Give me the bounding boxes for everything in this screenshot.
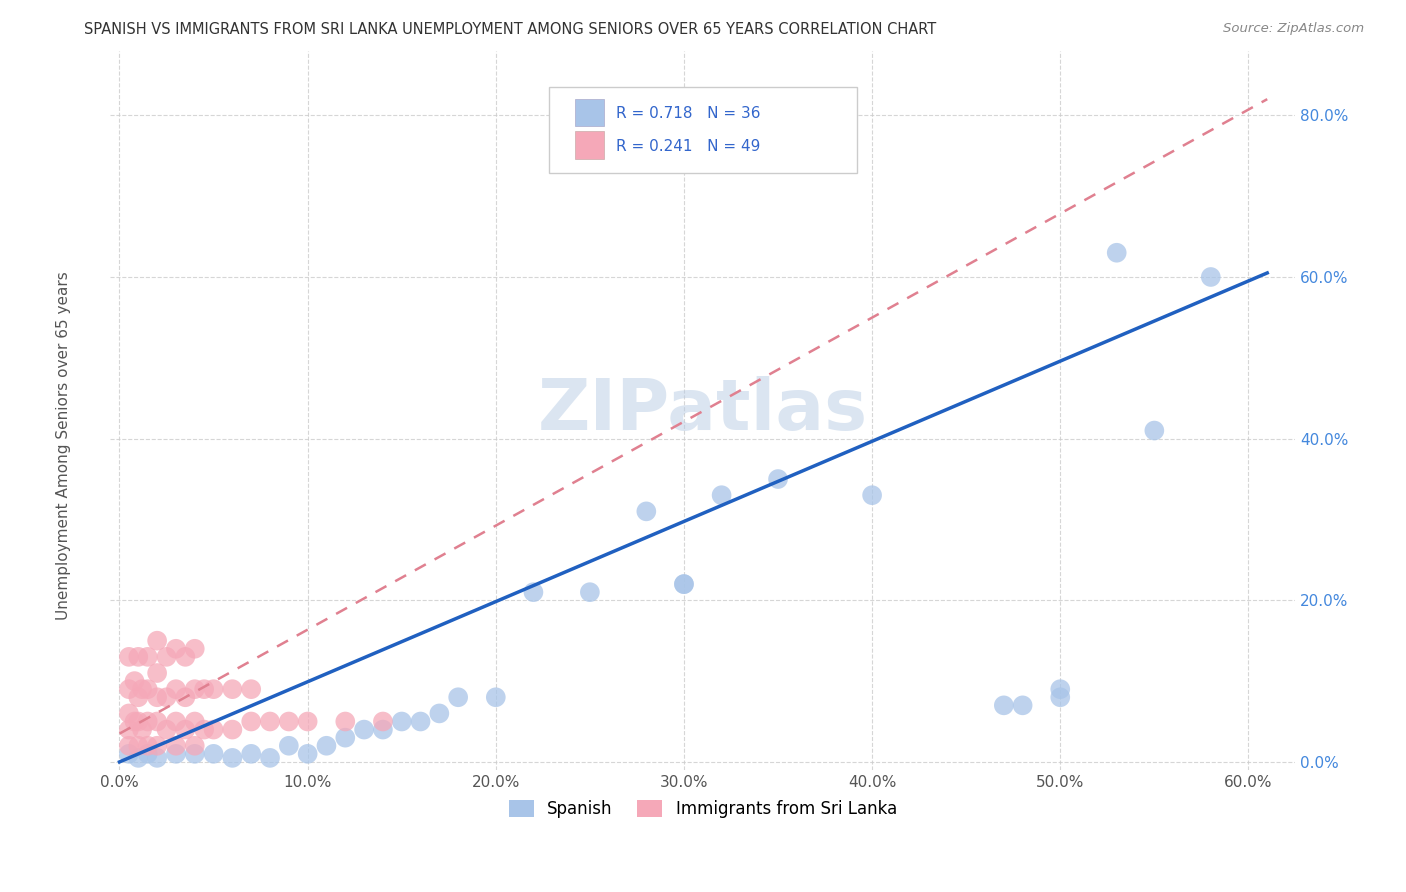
Text: Source: ZipAtlas.com: Source: ZipAtlas.com	[1223, 22, 1364, 36]
Point	[127, 751, 149, 765]
Point	[221, 723, 243, 737]
Point	[193, 682, 215, 697]
Point	[127, 714, 149, 729]
Point	[118, 706, 141, 721]
Point	[165, 714, 187, 729]
Point	[127, 649, 149, 664]
FancyBboxPatch shape	[548, 87, 856, 173]
Point	[184, 682, 207, 697]
Point	[259, 714, 281, 729]
Legend: Spanish, Immigrants from Sri Lanka: Spanish, Immigrants from Sri Lanka	[501, 791, 905, 826]
Point	[124, 714, 146, 729]
Point	[146, 665, 169, 680]
Point	[371, 723, 394, 737]
Point	[118, 739, 141, 753]
Point	[710, 488, 733, 502]
Text: ZIPatlas: ZIPatlas	[537, 376, 868, 445]
Point	[353, 723, 375, 737]
Point	[174, 690, 197, 705]
Point	[1049, 682, 1071, 697]
FancyBboxPatch shape	[575, 99, 605, 126]
Point	[240, 714, 263, 729]
Point	[277, 714, 299, 729]
FancyBboxPatch shape	[575, 131, 605, 159]
Point	[118, 682, 141, 697]
Point	[184, 747, 207, 761]
Point	[118, 723, 141, 737]
Point	[136, 739, 159, 753]
Point	[127, 739, 149, 753]
Point	[672, 577, 695, 591]
Point	[118, 649, 141, 664]
Point	[447, 690, 470, 705]
Point	[297, 714, 319, 729]
Point	[165, 641, 187, 656]
Point	[1199, 270, 1222, 285]
Point	[202, 682, 225, 697]
Point	[165, 747, 187, 761]
Text: R = 0.241   N = 49: R = 0.241 N = 49	[616, 139, 761, 153]
Point	[136, 682, 159, 697]
Point	[221, 751, 243, 765]
Point	[165, 739, 187, 753]
Point	[174, 649, 197, 664]
Point	[1143, 424, 1166, 438]
Point	[1049, 690, 1071, 705]
Point	[146, 633, 169, 648]
Point	[146, 751, 169, 765]
Point	[240, 682, 263, 697]
Point	[860, 488, 883, 502]
Point	[993, 698, 1015, 713]
Point	[155, 723, 177, 737]
Point	[240, 747, 263, 761]
Point	[184, 739, 207, 753]
Point	[202, 747, 225, 761]
Point	[1105, 245, 1128, 260]
Point	[136, 649, 159, 664]
Point	[371, 714, 394, 729]
Point	[427, 706, 450, 721]
Point	[579, 585, 602, 599]
Point	[297, 747, 319, 761]
Point	[202, 723, 225, 737]
Point	[155, 649, 177, 664]
Point	[335, 731, 357, 745]
Point	[221, 682, 243, 697]
Point	[259, 751, 281, 765]
Point	[636, 504, 658, 518]
Point	[766, 472, 789, 486]
Point	[409, 714, 432, 729]
Point	[485, 690, 508, 705]
Point	[127, 690, 149, 705]
Point	[672, 577, 695, 591]
Point	[277, 739, 299, 753]
Point	[131, 682, 153, 697]
Point	[522, 585, 544, 599]
Point	[315, 739, 337, 753]
Point	[136, 714, 159, 729]
Point	[165, 682, 187, 697]
Point	[146, 739, 169, 753]
Point	[184, 641, 207, 656]
Point	[391, 714, 413, 729]
Point	[146, 690, 169, 705]
Point	[193, 723, 215, 737]
Point	[131, 723, 153, 737]
Point	[1011, 698, 1033, 713]
Text: Unemployment Among Seniors over 65 years: Unemployment Among Seniors over 65 years	[56, 272, 70, 620]
Point	[155, 690, 177, 705]
Text: R = 0.718   N = 36: R = 0.718 N = 36	[616, 106, 761, 121]
Point	[118, 747, 141, 761]
Point	[174, 723, 197, 737]
Point	[184, 714, 207, 729]
Text: SPANISH VS IMMIGRANTS FROM SRI LANKA UNEMPLOYMENT AMONG SENIORS OVER 65 YEARS CO: SPANISH VS IMMIGRANTS FROM SRI LANKA UNE…	[84, 22, 936, 37]
Point	[335, 714, 357, 729]
Point	[124, 674, 146, 689]
Point	[146, 714, 169, 729]
Point	[136, 747, 159, 761]
